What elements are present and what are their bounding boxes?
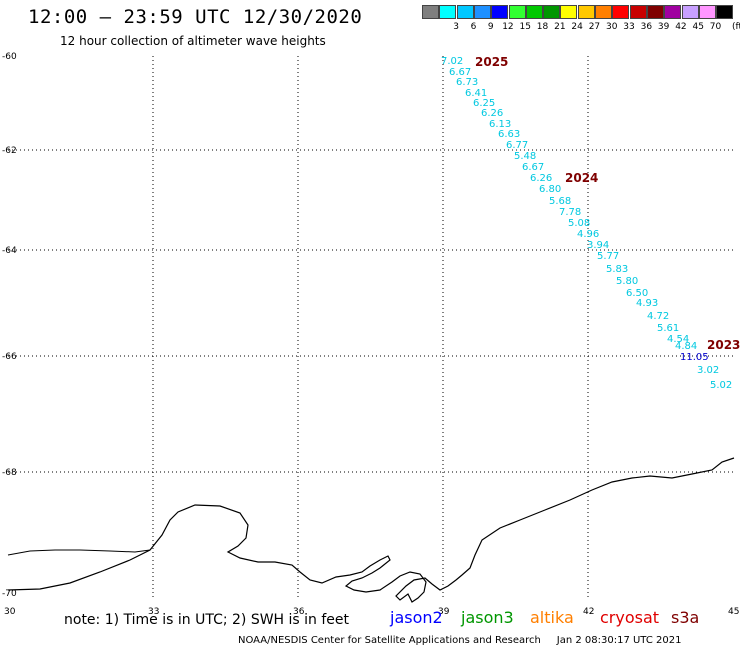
satellite-label-s3a: s3a: [671, 608, 700, 627]
scale-swatch: [716, 5, 734, 19]
longitude-label: 33: [148, 607, 159, 617]
wave-height-value: 6.73: [456, 77, 478, 88]
scale-swatch: [595, 5, 612, 19]
longitude-label: 39: [438, 607, 450, 617]
wave-height-value: 5.68: [549, 196, 571, 207]
wave-height-value: 4.84: [675, 341, 697, 352]
year-marker: 2025: [475, 55, 508, 69]
longitude-label: 45: [728, 607, 739, 617]
wave-height-value: 5.77: [597, 251, 619, 262]
scale-swatch: [560, 5, 578, 19]
scale-unit: (ft): [732, 22, 740, 32]
scale-tick-label: 36: [640, 22, 653, 32]
longitude-label: 42: [583, 607, 594, 617]
wave-height-value: 7.78: [559, 207, 581, 218]
footer-note: note: 1) Time is in UTC; 2) SWH is in fe…: [64, 612, 350, 628]
scale-tick-label: 30: [606, 22, 618, 32]
map-frame: [7, 55, 735, 603]
satellite-label-jason3: jason3: [461, 608, 514, 627]
wave-height-value: 4.72: [647, 311, 669, 322]
scale-swatch: [508, 5, 526, 19]
wave-height-value: 4.96: [577, 229, 599, 240]
latitude-label: -70: [2, 589, 17, 599]
footer-credit: NOAA/NESDIS Center for Satellite Applica…: [238, 635, 681, 646]
scale-tick-label: 18: [536, 22, 549, 32]
latitude-label: -64: [2, 246, 17, 256]
latitude-label: -68: [2, 468, 17, 478]
scale-swatch: [698, 5, 716, 19]
wave-height-value: 6.26: [530, 173, 552, 184]
latitude-label: -60: [2, 52, 17, 62]
scale-tick-label: 21: [554, 22, 566, 32]
scale-swatch: [439, 5, 457, 19]
wave-height-value: 6.77: [506, 140, 528, 151]
scale-tick-label: 24: [571, 22, 583, 32]
wave-height-value: 5.80: [616, 276, 638, 287]
wave-height-value: 7.02: [441, 56, 463, 67]
map-title: 12:00 – 23:59 UTC 12/30/2020: [28, 6, 363, 28]
latitude-label: -66: [2, 352, 17, 362]
scale-swatch: [629, 5, 647, 19]
wave-height-value: 6.13: [489, 119, 511, 130]
year-marker: 2023: [707, 338, 740, 352]
scale-swatch: [664, 5, 682, 19]
satellite-label-jason2: jason2: [390, 608, 443, 627]
scale-tick-label: 42: [675, 22, 687, 32]
year-labels: 2025 2024 2023: [475, 55, 740, 352]
altimeter-track: 7.026.676.736.416.256.266.136.636.775.48…: [441, 56, 732, 391]
satellite-label-altika: altika: [530, 608, 574, 627]
axis-labels: -60 -62 -64 -66 -68 -70 30 33 36 39 42 45: [2, 52, 739, 617]
wave-height-value: 6.25: [473, 98, 495, 109]
wave-height-value: 6.26: [481, 108, 503, 119]
scale-swatch: [473, 5, 491, 19]
scale-tick-label: 27: [588, 22, 601, 32]
scale-swatch: [646, 5, 664, 19]
longitude-label: 30: [4, 607, 16, 617]
wave-height-value: 6.41: [465, 88, 487, 99]
scale-swatch: [681, 5, 699, 19]
scale-tick-label: 45: [692, 22, 704, 32]
scale-tick-label: 12: [502, 22, 514, 32]
wave-height-value: 6.63: [498, 129, 520, 140]
antarctic-coastline: [7, 457, 735, 603]
scale-swatch: [543, 5, 561, 19]
wave-height-value: 5.83: [606, 264, 628, 275]
wave-height-value: 3.94: [587, 240, 609, 251]
scale-tick-label: 70: [709, 22, 722, 32]
latitude-label: -62: [2, 146, 17, 156]
wave-height-value: 11.05: [680, 352, 709, 363]
wave-height-value: 6.67: [449, 67, 471, 78]
scale-swatch: [577, 5, 595, 19]
wave-height-value: 5.61: [657, 323, 679, 334]
scale-swatch: [525, 5, 543, 19]
longitude-label: 36: [293, 607, 305, 617]
generated-timestamp: Jan 2 08:30:17 UTC 2021: [556, 635, 682, 646]
wave-height-value: 6.80: [539, 184, 561, 195]
map-subtitle: 12 hour collection of altimeter wave hei…: [60, 34, 326, 48]
scale-swatch: [491, 5, 509, 19]
coastline-inlet: [7, 549, 151, 556]
wave-height-value: 4.93: [636, 298, 658, 309]
scale-tick-label: 3: [453, 22, 460, 32]
wave-height-value: 5.02: [710, 380, 732, 391]
wave-height-value: 3.02: [697, 365, 719, 376]
wave-height-value: 5.48: [514, 151, 536, 162]
scale-tick-label: 6: [470, 22, 477, 32]
wave-height-value: 4.54: [667, 334, 689, 345]
credit-text: NOAA/NESDIS Center for Satellite Applica…: [238, 635, 541, 646]
scale-tick-label: 9: [487, 22, 494, 32]
scale-tick-label: 33: [623, 22, 635, 32]
wave-height-value: 6.50: [626, 288, 648, 299]
graticule: [8, 56, 733, 600]
scale-swatch: [456, 5, 474, 19]
scale-tick-label: 15: [519, 22, 531, 32]
scale-tick-label: 39: [657, 22, 670, 32]
wave-height-value: 5.08: [568, 218, 590, 229]
scale-swatch: [422, 5, 439, 19]
year-marker: 2024: [565, 171, 598, 185]
scale-swatch: [612, 5, 630, 19]
satellite-label-cryosat: cryosat: [600, 608, 660, 627]
wave-height-value: 6.67: [522, 162, 544, 173]
